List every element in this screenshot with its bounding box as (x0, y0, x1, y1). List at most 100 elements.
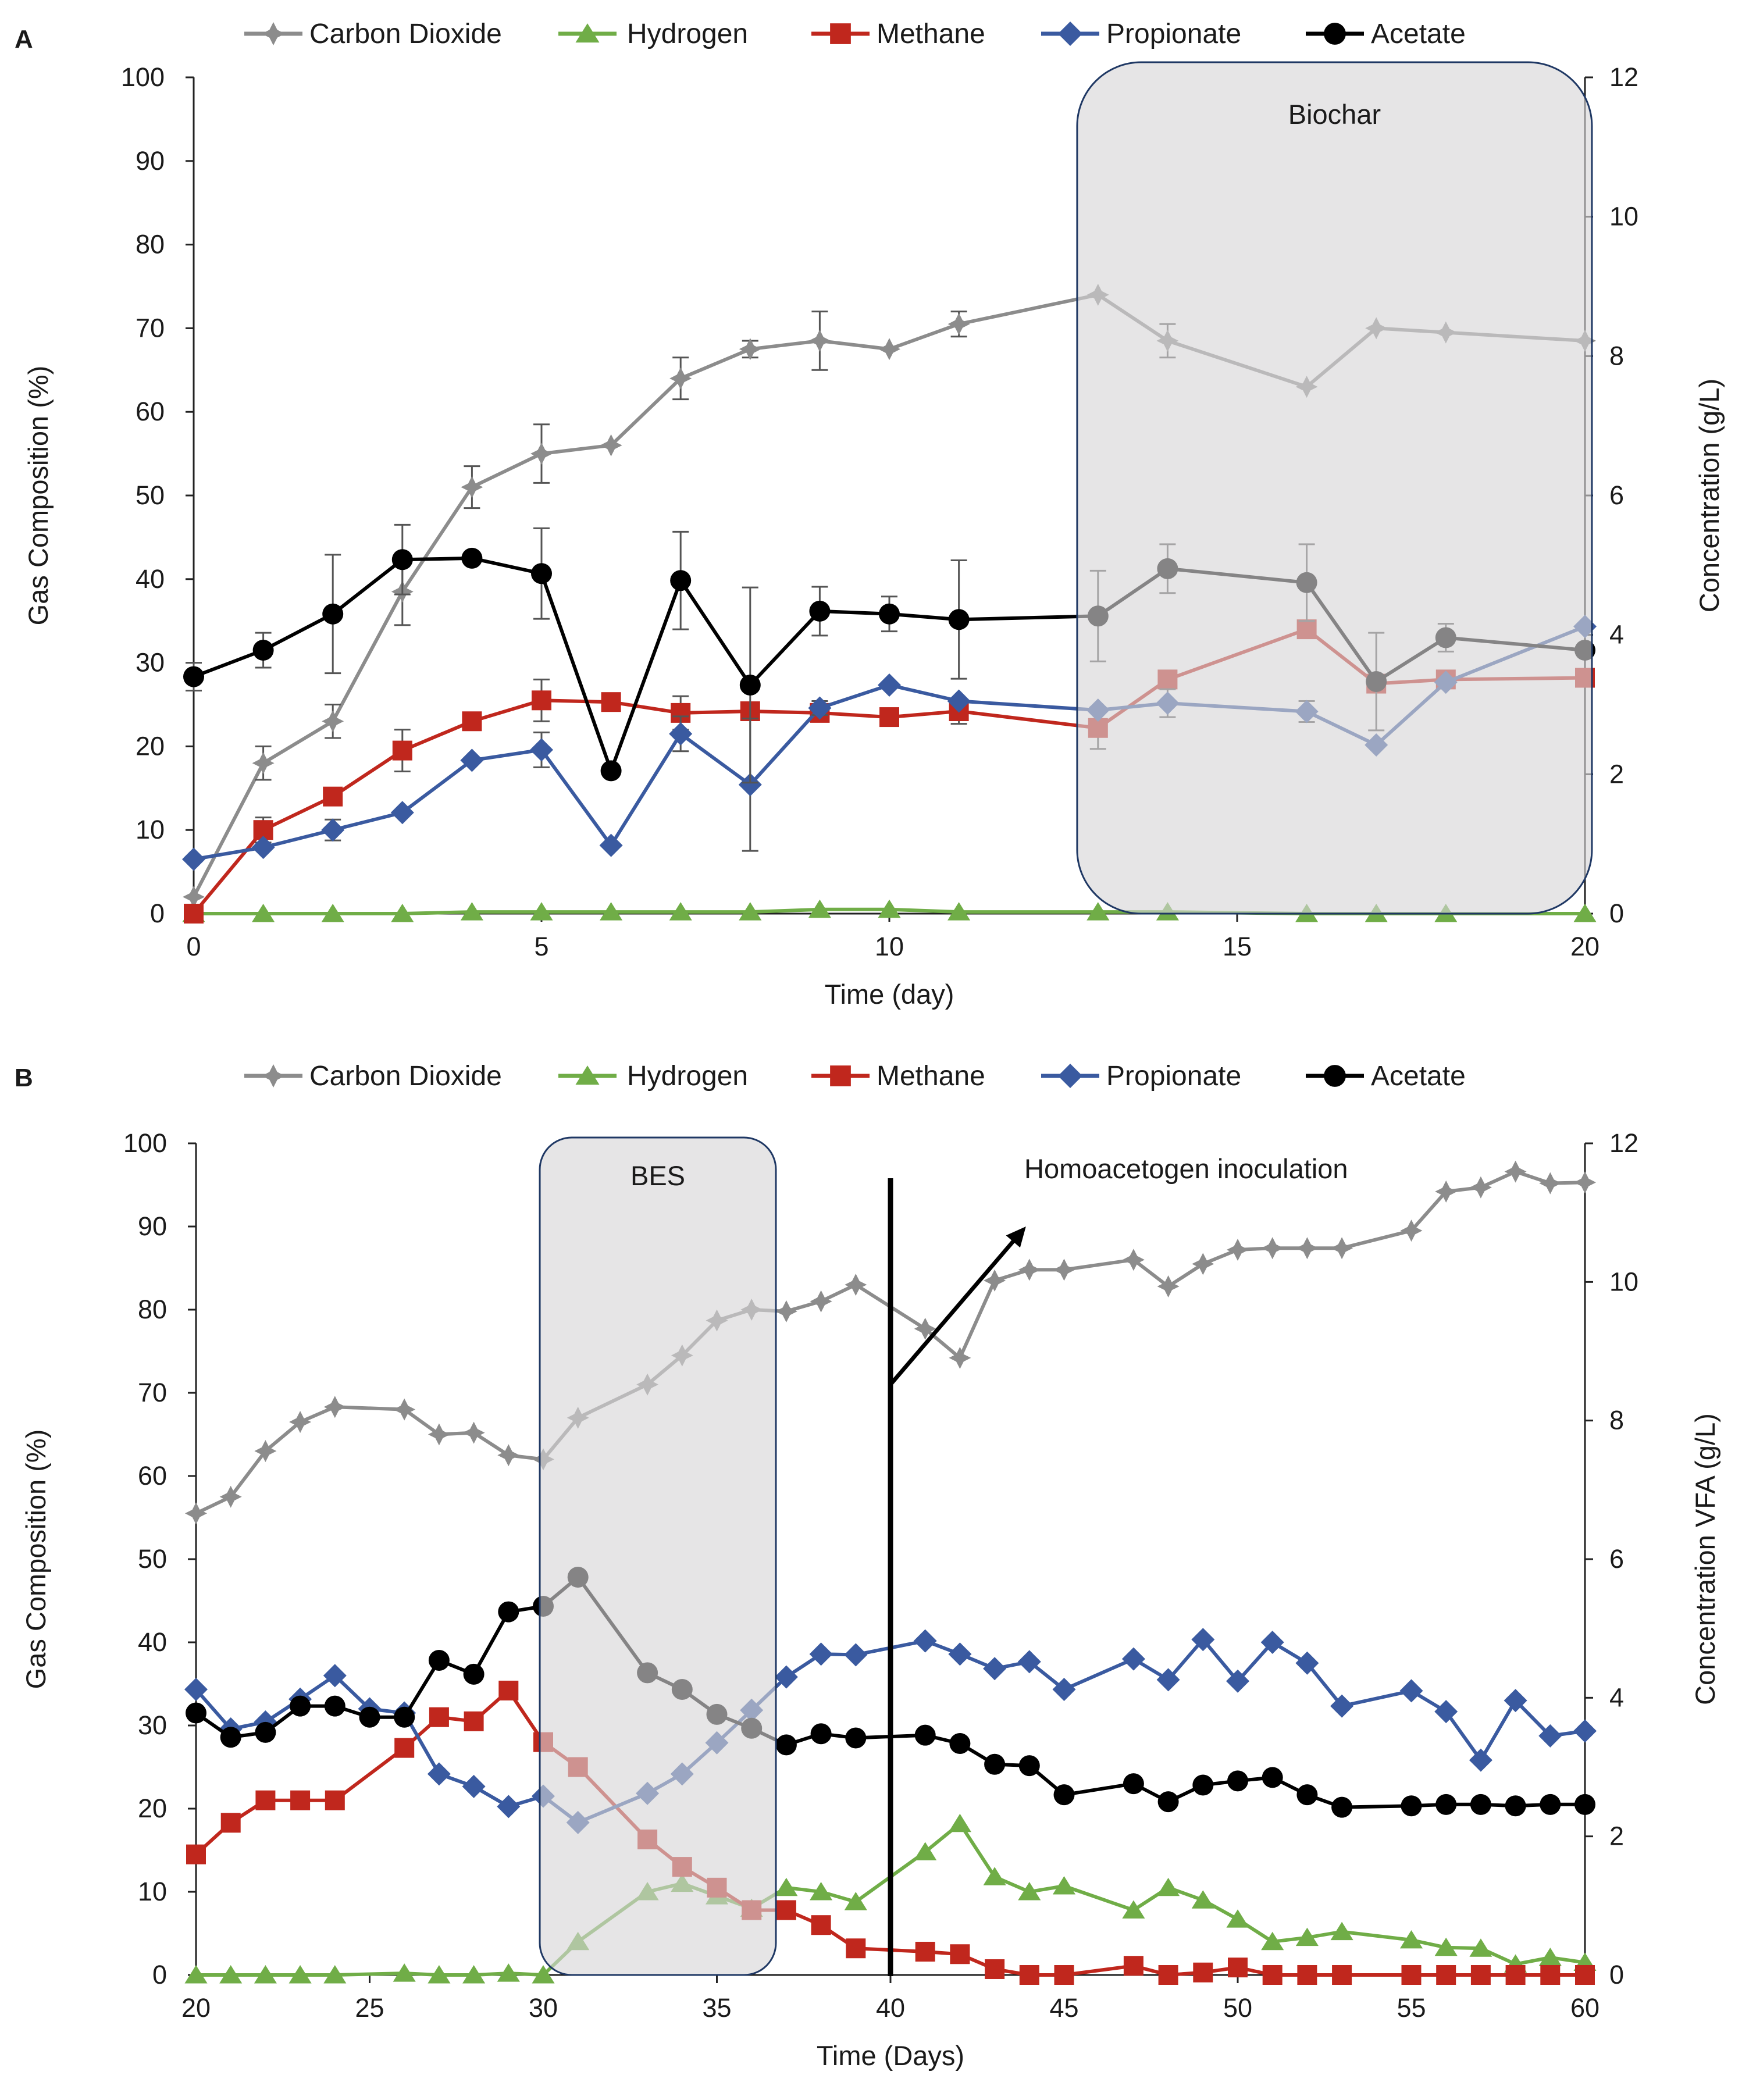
data-point (1228, 1958, 1248, 1978)
data-point (1575, 1965, 1595, 1985)
data-point (669, 902, 692, 921)
data-point (460, 902, 483, 921)
data-point (983, 1657, 1007, 1681)
y-tick-label: 0 (152, 1960, 167, 1990)
data-point (669, 722, 693, 746)
data-point (739, 338, 761, 361)
data-point (530, 738, 553, 762)
data-point (600, 902, 623, 921)
panel-b: B 0 10 20 30 40 50 60 70 80 90 100 0 2 4 6 8 10 12 20 25 30 35… (15, 1061, 1720, 2071)
data-point (1538, 1947, 1562, 1966)
data-point (186, 1702, 206, 1724)
data-point (984, 1753, 1006, 1775)
data-point (1261, 1931, 1284, 1951)
y2-tick-label: 8 (1609, 1406, 1624, 1435)
data-point (1052, 1876, 1076, 1895)
data-point (914, 1842, 937, 1860)
data-point (1574, 1171, 1596, 1194)
data-point (462, 711, 482, 732)
data-point (323, 1664, 347, 1688)
data-point (1332, 1965, 1352, 1985)
data-point (255, 1790, 276, 1810)
y2-tick-label: 2 (1609, 759, 1624, 789)
data-point (498, 1601, 519, 1623)
data-point (1435, 1180, 1458, 1203)
data-point (531, 563, 552, 584)
y2-tick-label: 6 (1609, 480, 1624, 510)
x-tick-label: 10 (875, 932, 904, 961)
data-point (532, 1965, 555, 1984)
data-point (1470, 1965, 1491, 1985)
data-point (1018, 1258, 1041, 1281)
data-point (1123, 1956, 1143, 1976)
data-point (844, 1643, 868, 1667)
y-axis-title: Gas Composition (%) (23, 366, 54, 626)
data-point (1573, 1719, 1597, 1743)
data-point (1436, 1965, 1456, 1985)
panel-a: A 0 10 20 30 40 50 60 70 80 90 100 0 2 4 6 8 10 12 0 5 10 15 20… (15, 19, 1725, 1010)
data-point (359, 1706, 380, 1728)
data-point (1054, 1965, 1074, 1985)
x-tick-label: 55 (1397, 1993, 1426, 2023)
legend-swatch-marker (830, 23, 851, 44)
x-tick-label: 0 (186, 932, 201, 961)
data-point (288, 1965, 312, 1984)
data-point (252, 904, 275, 922)
y-tick-label: 50 (138, 1544, 167, 1574)
x-axis-title: Time (day) (825, 979, 954, 1010)
data-point (392, 740, 412, 761)
y2-tick-label: 10 (1609, 202, 1638, 231)
data-point (1505, 1795, 1526, 1817)
data-point (1295, 1927, 1319, 1946)
data-point (1330, 1921, 1353, 1941)
data-point (463, 1663, 485, 1685)
data-point (530, 443, 553, 465)
data-point (1262, 1965, 1283, 1985)
data-point (428, 1965, 451, 1984)
data-point (186, 1844, 206, 1864)
y-tick-label: 10 (138, 1877, 167, 1906)
y-tick-label: 30 (136, 648, 165, 678)
data-point (879, 707, 899, 728)
annotation-arrow-line (889, 1233, 1021, 1386)
data-point (322, 603, 344, 625)
data-point (1053, 1784, 1075, 1806)
data-point (1399, 1930, 1423, 1949)
data-point (323, 1396, 346, 1418)
panel-letter: A (15, 25, 33, 54)
data-point (1262, 1767, 1283, 1788)
data-point (530, 902, 553, 921)
data-point (1540, 1965, 1561, 1985)
data-point (948, 1813, 971, 1832)
data-point (878, 338, 900, 361)
x-tick-label: 60 (1570, 1993, 1599, 2023)
shaded-region-biochar (1076, 61, 1593, 915)
legend-entry: Propionate (1106, 19, 1241, 49)
data-point (914, 1317, 936, 1340)
y2-tick-label: 12 (1609, 1128, 1638, 1158)
legend-entry: Acetate (1371, 19, 1466, 49)
legend-swatch-marker (1324, 23, 1346, 45)
data-point (429, 1707, 449, 1727)
data-point (669, 367, 692, 390)
data-point (321, 904, 344, 922)
data-point (428, 1423, 450, 1446)
data-point (1227, 1770, 1248, 1792)
data-point (427, 1762, 451, 1786)
data-point (1296, 1237, 1319, 1260)
data-point (1227, 1239, 1249, 1261)
shaded-region-label: BES (630, 1160, 685, 1191)
data-point (1401, 1795, 1422, 1817)
data-point (739, 674, 761, 696)
data-point (600, 760, 622, 782)
data-point (461, 476, 483, 498)
data-point (290, 1790, 311, 1810)
data-point (879, 603, 900, 625)
x-tick-label: 20 (181, 1993, 211, 2023)
x-tick-label: 50 (1223, 1993, 1252, 2023)
data-point (810, 1290, 832, 1313)
y-tick-label: 0 (150, 899, 165, 928)
y-tick-label: 20 (136, 731, 165, 761)
x-tick-label: 25 (355, 1993, 384, 2023)
data-point (532, 690, 551, 711)
